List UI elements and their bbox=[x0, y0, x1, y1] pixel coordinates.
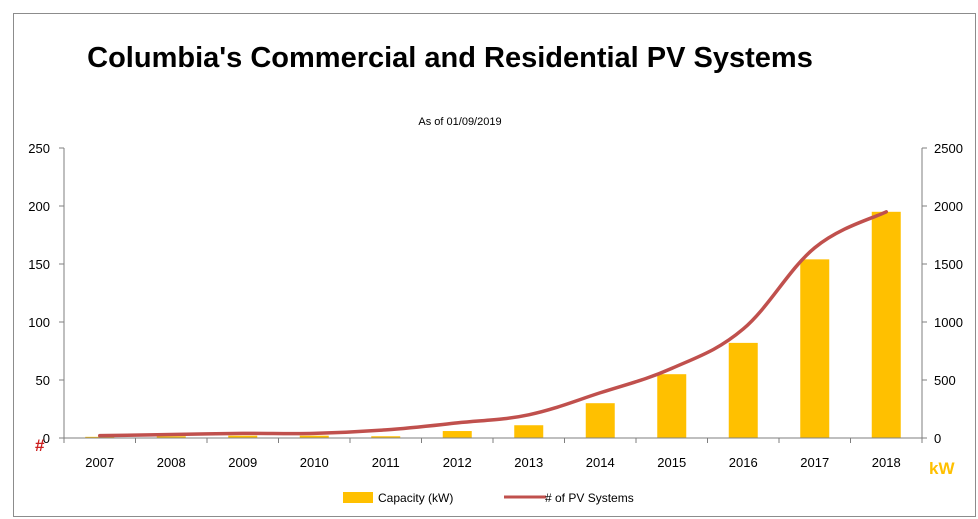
x-tick-label: 2009 bbox=[228, 455, 257, 470]
x-tick-label: 2018 bbox=[872, 455, 901, 470]
capacity-bar bbox=[228, 435, 258, 438]
y-right-tick-label: 2500 bbox=[934, 141, 963, 156]
capacity-bar bbox=[871, 211, 901, 438]
axes bbox=[59, 147, 927, 443]
capacity-bars bbox=[85, 211, 901, 438]
x-tick-label: 2007 bbox=[85, 455, 114, 470]
y-right-tick-label: 500 bbox=[934, 373, 956, 388]
legend-label-pv-systems: # of PV Systems bbox=[545, 491, 634, 505]
x-tick-label: 2014 bbox=[586, 455, 615, 470]
capacity-bar bbox=[728, 342, 758, 438]
y-left-tick-label: 200 bbox=[28, 199, 50, 214]
capacity-bar bbox=[299, 435, 329, 438]
x-tick-label: 2013 bbox=[514, 455, 543, 470]
y-right-tick-label: 2000 bbox=[934, 199, 963, 214]
y-left-tick-label: 150 bbox=[28, 257, 50, 272]
x-tick-label: 2011 bbox=[372, 455, 400, 470]
chart-title: Columbia's Commercial and Residential PV… bbox=[87, 42, 813, 74]
capacity-bar bbox=[371, 436, 401, 438]
chart-subtitle: As of 01/09/2019 bbox=[418, 116, 502, 128]
y-right-unit-label: kW bbox=[929, 459, 955, 478]
pv-systems-line-group bbox=[98, 210, 888, 438]
capacity-bar bbox=[442, 431, 472, 438]
capacity-bar bbox=[156, 436, 186, 438]
y-left-tick-label: 100 bbox=[28, 315, 50, 330]
y-left-unit-label: # bbox=[35, 436, 45, 455]
y-left-tick-label: 250 bbox=[28, 141, 50, 156]
legend: Capacity (kW) # of PV Systems bbox=[343, 491, 634, 505]
x-tick-label: 2015 bbox=[657, 455, 686, 470]
x-tick-label: 2010 bbox=[300, 455, 329, 470]
x-tick-label: 2017 bbox=[800, 455, 829, 470]
x-tick-label: 2016 bbox=[729, 455, 758, 470]
x-tick-label: 2012 bbox=[443, 455, 472, 470]
capacity-bar bbox=[585, 403, 615, 438]
legend-label-capacity: Capacity (kW) bbox=[378, 491, 453, 505]
y-right-tick-label: 1000 bbox=[934, 315, 963, 330]
y-left-tick-label: 50 bbox=[36, 373, 50, 388]
legend-swatch-capacity bbox=[343, 492, 373, 503]
capacity-bar bbox=[800, 259, 830, 438]
x-tick-label: 2008 bbox=[157, 455, 186, 470]
y-left-tick-label: 0 bbox=[43, 431, 50, 446]
capacity-bar bbox=[657, 374, 687, 438]
capacity-bar bbox=[514, 425, 544, 438]
y-right-tick-label: 0 bbox=[934, 431, 941, 446]
pv-systems-line bbox=[98, 210, 888, 438]
y-right-tick-label: 1500 bbox=[934, 257, 963, 272]
